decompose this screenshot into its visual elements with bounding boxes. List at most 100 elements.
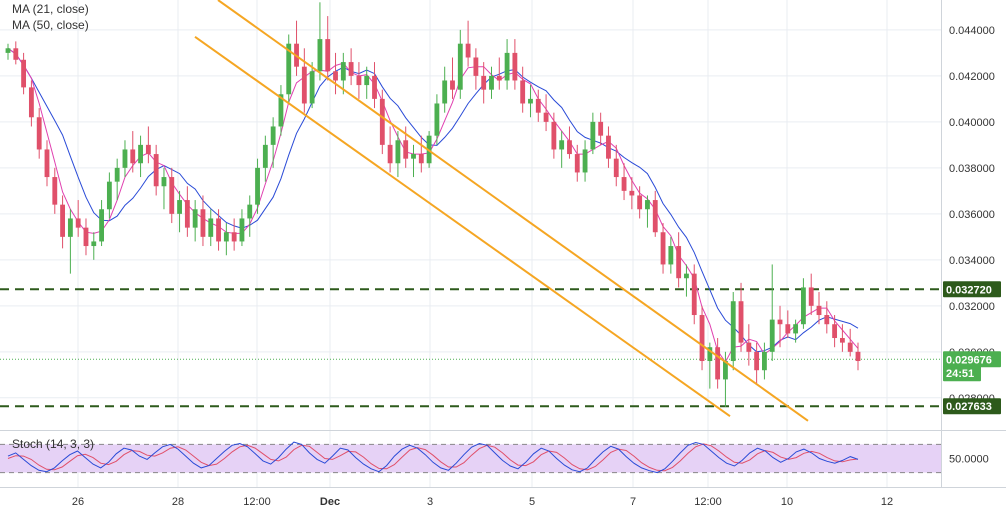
price-tick-label: 0.036000 xyxy=(949,209,995,221)
candle xyxy=(301,48,307,113)
candle-body xyxy=(754,351,760,371)
candle-body xyxy=(567,140,572,155)
price-tick-label: 0.034000 xyxy=(949,255,995,267)
candle-body xyxy=(138,144,143,164)
candle-body xyxy=(286,43,292,95)
candle xyxy=(590,112,596,155)
time-tick-label: 5 xyxy=(529,496,535,508)
candle xyxy=(379,89,385,155)
support-resistance-levels xyxy=(0,288,941,408)
candle xyxy=(613,144,619,187)
candle xyxy=(278,85,284,136)
candle-body xyxy=(395,140,401,164)
candle-body xyxy=(169,177,175,214)
candle-body xyxy=(278,94,284,127)
candle-body xyxy=(660,232,666,265)
candle xyxy=(637,186,643,219)
candle-body xyxy=(44,149,50,178)
price-tick-label: 0.042000 xyxy=(949,71,995,83)
candle xyxy=(785,310,791,339)
legend-ma50[interactable]: MA (50, close) xyxy=(12,18,89,32)
candle xyxy=(184,186,190,237)
price-tick-label: 0.038000 xyxy=(949,163,995,175)
candle xyxy=(629,177,635,210)
candle-body xyxy=(403,140,409,159)
candle-body xyxy=(504,52,510,81)
candle-body xyxy=(60,204,66,237)
candle xyxy=(738,282,744,352)
candle xyxy=(231,218,237,251)
candle-body xyxy=(67,218,73,237)
stoch-k-line xyxy=(7,441,859,474)
candle xyxy=(223,223,229,256)
candle-body xyxy=(13,48,19,60)
legend-ma21[interactable]: MA (21, close) xyxy=(12,2,89,16)
candle xyxy=(75,200,81,237)
time-tick-label: Dec xyxy=(320,496,340,508)
candle-body xyxy=(590,121,596,150)
price-axis[interactable]: 0.0280000.0300000.0320000.0340000.036000… xyxy=(949,25,995,405)
stochastic-pane: 50.0000 xyxy=(0,441,989,474)
candle xyxy=(839,324,845,352)
price-tag-bg xyxy=(943,365,981,382)
candle xyxy=(598,112,604,145)
time-tick-label: 12:00 xyxy=(694,496,722,508)
candle xyxy=(855,342,861,371)
candle xyxy=(153,144,159,196)
candle-body xyxy=(535,98,541,113)
candle xyxy=(5,43,11,60)
price-tag: 0.029676 xyxy=(943,351,1001,368)
candle-body xyxy=(106,181,112,210)
candle xyxy=(114,158,120,201)
candle-body xyxy=(75,218,81,228)
candle-body xyxy=(465,43,471,58)
price-tag-label: 0.032720 xyxy=(946,284,992,296)
candle-body xyxy=(36,117,42,150)
candle xyxy=(348,48,354,86)
candle-body xyxy=(496,75,502,81)
candle xyxy=(13,41,19,65)
candle-body xyxy=(317,39,323,72)
candle-body xyxy=(832,324,838,339)
candle-body xyxy=(457,43,463,90)
stoch-legend[interactable]: Stoch (14, 3, 3) xyxy=(12,437,95,451)
price-tick-label: 0.032000 xyxy=(949,301,995,313)
candle xyxy=(60,195,66,249)
price-tag-label: 0.027633 xyxy=(946,401,992,413)
candle xyxy=(356,62,362,99)
candle-body xyxy=(637,195,643,210)
candle xyxy=(847,328,853,357)
candle-body xyxy=(621,177,627,191)
candle-body xyxy=(582,149,588,173)
candle-body xyxy=(418,154,424,164)
candle xyxy=(52,167,58,214)
candle-body xyxy=(200,209,206,237)
price-tag-label: 0.029676 xyxy=(946,354,992,366)
candle xyxy=(44,140,50,187)
time-axis[interactable]: 26 28 12:00 Dec 3 5 7 12:00 10 12 xyxy=(72,496,893,508)
candle-body xyxy=(91,241,97,247)
time-tick-label: 10 xyxy=(781,496,793,508)
price-tag: 0.027633 xyxy=(943,398,1001,415)
candle-body xyxy=(239,218,245,242)
candle xyxy=(247,195,253,237)
candle-body xyxy=(855,351,861,362)
price-tick-label: 0.040000 xyxy=(949,117,995,129)
candle xyxy=(582,140,588,182)
candle xyxy=(216,209,221,251)
descending-channel xyxy=(194,0,809,422)
candle xyxy=(262,135,268,182)
candle xyxy=(138,135,143,178)
candle xyxy=(543,94,549,132)
candle-body xyxy=(192,209,198,228)
candle-body xyxy=(262,144,268,168)
candle xyxy=(465,20,471,67)
candle-body xyxy=(184,200,190,228)
candle xyxy=(504,39,510,90)
candle xyxy=(450,57,455,99)
candle xyxy=(793,319,799,343)
candle xyxy=(122,140,128,178)
candle xyxy=(130,131,136,173)
